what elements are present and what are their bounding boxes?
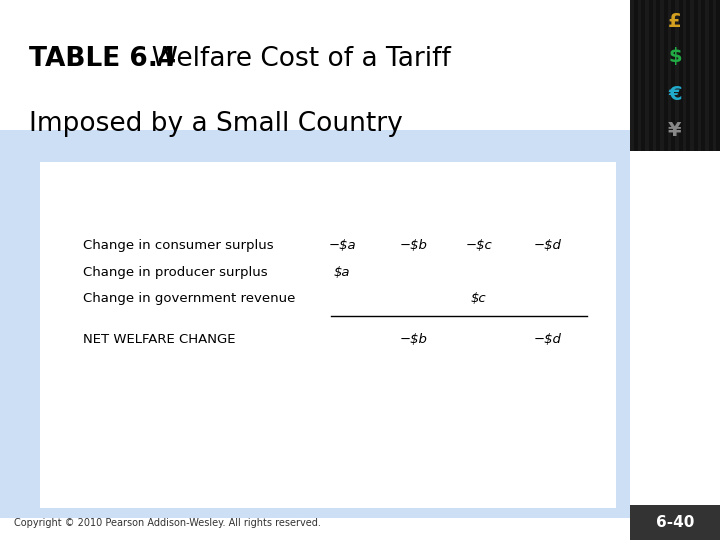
Text: $c: $c bbox=[471, 292, 487, 305]
Text: TABLE 6.4: TABLE 6.4 bbox=[29, 46, 176, 72]
FancyBboxPatch shape bbox=[630, 505, 720, 540]
Text: ¥: ¥ bbox=[668, 121, 682, 140]
FancyBboxPatch shape bbox=[630, 0, 720, 151]
FancyBboxPatch shape bbox=[713, 0, 716, 151]
FancyBboxPatch shape bbox=[630, 0, 634, 151]
FancyBboxPatch shape bbox=[645, 0, 649, 151]
FancyBboxPatch shape bbox=[675, 0, 679, 151]
FancyBboxPatch shape bbox=[40, 162, 616, 508]
FancyBboxPatch shape bbox=[637, 0, 642, 151]
FancyBboxPatch shape bbox=[683, 0, 686, 151]
Text: Copyright © 2010 Pearson Addison-Wesley. All rights reserved.: Copyright © 2010 Pearson Addison-Wesley.… bbox=[14, 518, 321, 528]
Text: 6-40: 6-40 bbox=[656, 515, 694, 530]
Text: −$a: −$a bbox=[328, 239, 356, 252]
FancyBboxPatch shape bbox=[0, 151, 630, 518]
FancyBboxPatch shape bbox=[0, 130, 630, 151]
FancyBboxPatch shape bbox=[690, 0, 694, 151]
Text: −$c: −$c bbox=[465, 239, 492, 252]
Text: −$b: −$b bbox=[400, 239, 428, 252]
Text: Imposed by a Small Country: Imposed by a Small Country bbox=[29, 111, 402, 137]
FancyBboxPatch shape bbox=[0, 0, 720, 130]
Text: −$b: −$b bbox=[400, 333, 428, 346]
Text: −$d: −$d bbox=[534, 239, 561, 252]
FancyBboxPatch shape bbox=[660, 0, 664, 151]
Text: −$d: −$d bbox=[534, 333, 561, 346]
Text: Change in consumer surplus: Change in consumer surplus bbox=[83, 239, 274, 252]
FancyBboxPatch shape bbox=[667, 0, 671, 151]
Text: €: € bbox=[668, 85, 682, 104]
Text: £: £ bbox=[668, 12, 682, 31]
Text: $: $ bbox=[668, 47, 682, 66]
FancyBboxPatch shape bbox=[652, 0, 656, 151]
Text: Change in producer surplus: Change in producer surplus bbox=[83, 266, 267, 279]
Text: Welfare Cost of a Tariff: Welfare Cost of a Tariff bbox=[135, 46, 451, 72]
FancyBboxPatch shape bbox=[705, 0, 708, 151]
Text: NET WELFARE CHANGE: NET WELFARE CHANGE bbox=[83, 333, 235, 346]
Text: $a: $a bbox=[334, 266, 350, 279]
Text: Change in government revenue: Change in government revenue bbox=[83, 292, 295, 305]
FancyBboxPatch shape bbox=[698, 0, 701, 151]
